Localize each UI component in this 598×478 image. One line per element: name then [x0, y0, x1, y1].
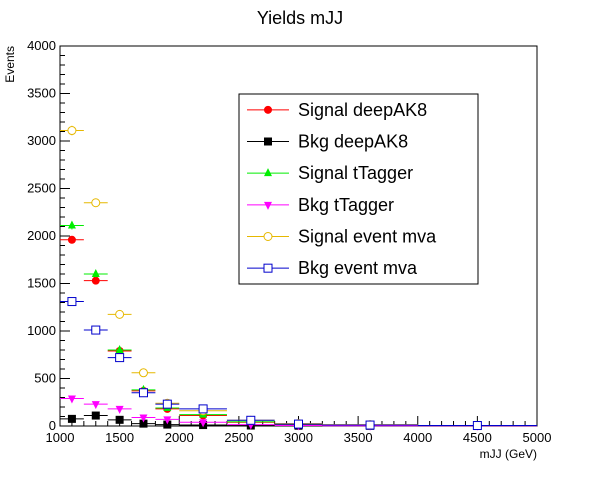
data-point: [91, 198, 101, 208]
legend-marker: [264, 168, 272, 177]
data-point: [67, 235, 76, 244]
legend: Signal deepAK8 Bkg deepAK8 Signal tTagger B…: [238, 93, 479, 285]
x-tick-label: 3000: [284, 430, 313, 445]
x-tick-label: 1000: [46, 430, 75, 445]
x-axis-title: mJJ (GeV): [480, 447, 537, 461]
x-axis: 1000 1500 2000 2500 3000 3500 4000 4500 5000: [46, 416, 552, 445]
y-tick-label: 1000: [27, 323, 56, 338]
x-tick-label: 2500: [224, 430, 253, 445]
legend-marker: [264, 201, 272, 210]
y-tick-label: 3000: [27, 133, 56, 148]
y-tick-label: 500: [34, 371, 56, 386]
data-point: [115, 405, 124, 414]
x-tick-label: 4000: [403, 430, 432, 445]
data-point: [67, 220, 76, 229]
data-point: [365, 420, 375, 430]
y-axis: 0 500 1000 1500 2000 2500 3000 3500 4000: [27, 38, 70, 433]
data-point: [91, 276, 100, 285]
data-point: [139, 414, 148, 423]
data-point: [67, 126, 77, 136]
series-layer: [60, 125, 537, 431]
data-point: [198, 404, 208, 414]
legend-marker: [263, 263, 273, 273]
x-tick-label: 1500: [105, 430, 134, 445]
y-tick-label: 2500: [27, 181, 56, 196]
legend-label: Signal event mva: [298, 227, 437, 247]
legend-label: Bkg tTagger: [298, 195, 394, 215]
data-point: [115, 353, 125, 363]
data-point: [138, 368, 148, 378]
data-point: [472, 421, 482, 431]
legend-marker: [264, 105, 272, 114]
data-point: [246, 415, 256, 425]
legend-label: Bkg deepAK8: [298, 132, 408, 152]
data-point: [67, 395, 76, 404]
chart-title: Yields mJJ: [257, 8, 343, 28]
x-tick-label: 4500: [463, 430, 492, 445]
legend-entry: Bkg event mva: [247, 258, 418, 278]
series-5: [60, 297, 537, 431]
data-point: [162, 399, 172, 409]
legend-box: [238, 93, 479, 285]
data-point: [115, 345, 124, 353]
data-point: [91, 411, 100, 420]
data-point: [67, 297, 77, 307]
data-point: [91, 269, 100, 277]
legend-entry: Signal tTagger: [247, 163, 413, 183]
data-point: [91, 401, 100, 410]
legend-marker: [263, 232, 273, 241]
y-tick-label: 3500: [27, 86, 56, 101]
legend-label: Bkg event mva: [298, 258, 418, 278]
data-point: [91, 325, 101, 335]
data-point: [115, 415, 124, 424]
legend-label: Signal tTagger: [298, 163, 413, 183]
legend-entry: Signal event mva: [247, 227, 437, 247]
y-axis-title: Events: [3, 46, 17, 83]
data-point: [67, 414, 76, 423]
x-tick-label: 5000: [523, 430, 552, 445]
legend-entry: Signal deepAK8: [247, 100, 427, 120]
data-point: [294, 419, 303, 429]
data-point: [115, 309, 125, 319]
data-point: [139, 419, 148, 428]
x-tick-label: 3500: [344, 430, 373, 445]
data-point: [138, 388, 148, 398]
legend-entry: Bkg tTagger: [247, 195, 394, 215]
legend-marker: [264, 137, 272, 146]
y-tick-label: 1500: [27, 276, 56, 291]
data-point: [163, 420, 172, 429]
data-point: [199, 419, 208, 428]
y-tick-label: 2000: [27, 228, 56, 243]
legend-label: Signal deepAK8: [298, 100, 427, 120]
data-point: [163, 416, 172, 425]
legend-entry: Bkg deepAK8: [247, 132, 408, 152]
x-tick-label: 2000: [165, 430, 194, 445]
y-tick-label: 4000: [27, 38, 56, 53]
y-tick-label: 0: [49, 418, 56, 433]
